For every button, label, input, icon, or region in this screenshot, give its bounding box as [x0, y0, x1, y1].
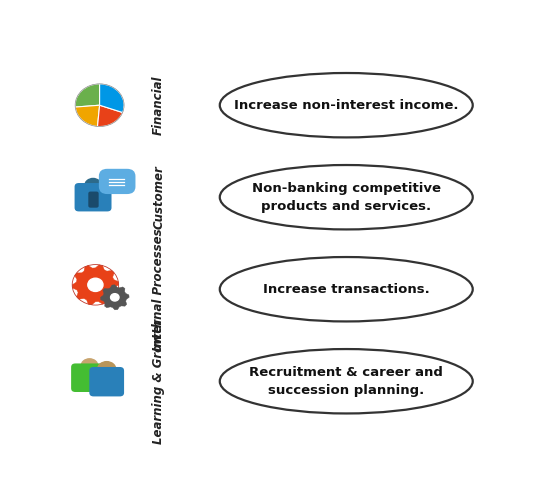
Wedge shape: [75, 84, 100, 107]
Wedge shape: [97, 105, 122, 127]
Text: Financial: Financial: [152, 76, 165, 135]
Polygon shape: [101, 285, 129, 310]
Wedge shape: [100, 84, 124, 112]
FancyBboxPatch shape: [89, 367, 124, 396]
Text: Non-banking competitive
products and services.: Non-banking competitive products and ser…: [252, 182, 441, 213]
Text: Increase non-interest income.: Increase non-interest income.: [234, 99, 459, 112]
FancyBboxPatch shape: [88, 192, 98, 207]
Ellipse shape: [220, 73, 473, 137]
Circle shape: [97, 362, 116, 378]
Ellipse shape: [220, 349, 473, 413]
Circle shape: [110, 293, 119, 301]
FancyBboxPatch shape: [99, 169, 135, 194]
FancyBboxPatch shape: [71, 363, 106, 392]
Wedge shape: [75, 105, 100, 127]
Circle shape: [85, 178, 101, 193]
Text: Customer: Customer: [152, 165, 165, 229]
Text: Internal Processes: Internal Processes: [152, 228, 165, 350]
Ellipse shape: [220, 165, 473, 229]
Text: Recruitment & career and
succession planning.: Recruitment & career and succession plan…: [249, 366, 443, 397]
Polygon shape: [72, 265, 119, 305]
Text: Learning & Growth: Learning & Growth: [152, 319, 165, 444]
FancyBboxPatch shape: [75, 183, 112, 211]
Text: Increase transactions.: Increase transactions.: [263, 283, 430, 296]
Ellipse shape: [220, 257, 473, 321]
Circle shape: [81, 359, 98, 374]
Circle shape: [88, 278, 103, 292]
